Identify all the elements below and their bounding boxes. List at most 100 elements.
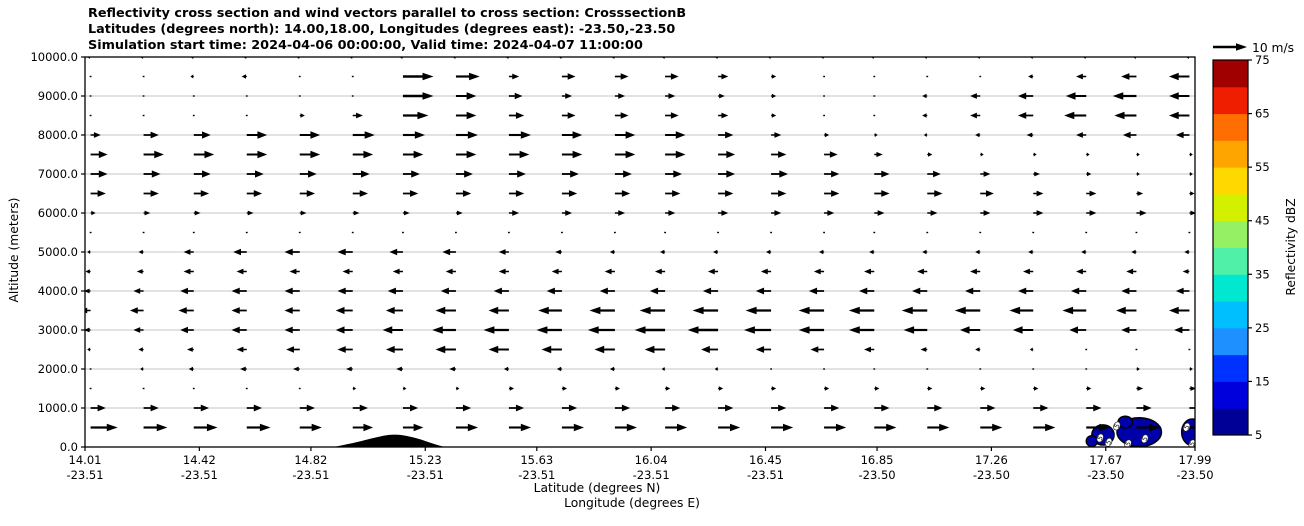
wind-arrow-head	[445, 268, 453, 275]
gridlines	[85, 95, 1195, 409]
wind-arrow-head	[1136, 171, 1140, 177]
wind-arrow-head	[85, 307, 88, 314]
wind-dot	[142, 231, 145, 234]
wind-arrow-head	[202, 170, 211, 178]
y-tick-label: 2000.0	[38, 362, 78, 376]
wind-arrow-head	[615, 386, 620, 391]
wind-arrow-head	[403, 210, 410, 216]
wind-arrow-head	[1131, 249, 1136, 255]
wind-dot	[770, 368, 772, 370]
wind-arrow-head	[975, 249, 980, 255]
wind-dot	[245, 114, 248, 117]
wind-arrow-head	[673, 170, 683, 178]
wind-arrow-head	[875, 386, 880, 391]
wind-arrow-head	[538, 306, 549, 315]
wind-arrow-head	[247, 210, 254, 216]
wind-arrow-head	[363, 423, 374, 432]
wind-arrow-head	[140, 366, 144, 372]
x-tick-label-lat: 14.42	[183, 453, 216, 467]
wind-arrow-head	[435, 306, 446, 315]
wind-arrow-head	[467, 423, 479, 432]
plot-title: Reflectivity cross section and wind vect…	[88, 6, 687, 21]
wind-arrow-head	[831, 170, 840, 178]
wind-dot	[298, 75, 301, 78]
wind-arrow-head	[983, 210, 991, 216]
wind-arrow-head	[311, 423, 322, 432]
wind-arrow-head	[572, 150, 583, 159]
wind-arrow-head	[1017, 287, 1027, 295]
wind-dot	[192, 231, 195, 234]
x-tick-label-lon: -23.51	[747, 468, 784, 482]
wind-arrow-head	[466, 92, 477, 100]
wind-arrow-head	[620, 112, 629, 119]
svg-text:5: 5	[1124, 440, 1133, 447]
colorbar-segment	[1213, 301, 1248, 329]
wind-arrow-head	[1034, 171, 1041, 177]
wind-arrow-head	[1036, 210, 1044, 216]
wind-dot	[89, 114, 92, 117]
wind-arrow-head	[337, 248, 346, 256]
wind-arrow-head	[186, 347, 193, 352]
wind-arrow-head	[403, 386, 407, 391]
wind-dot	[1032, 231, 1035, 234]
wind-arrow-head	[1137, 191, 1144, 196]
wind-arrow-head	[178, 307, 187, 314]
wind-arrow-head	[469, 72, 480, 81]
wind-arrow-head	[335, 326, 345, 334]
wind-arrow-head	[202, 131, 211, 139]
wind-arrow-head	[1045, 423, 1056, 432]
wind-arrow-head	[1076, 268, 1083, 275]
wind-arrow-head	[721, 112, 729, 119]
wind-arrow-head	[512, 73, 520, 80]
wind-arrow-head	[625, 131, 636, 139]
colorbar-tick-label: 35	[1255, 267, 1270, 281]
y-tick-label: 10000.0	[30, 50, 78, 64]
wind-arrow-head	[808, 287, 818, 295]
wind-dot	[245, 387, 248, 390]
wind-arrow-head	[356, 112, 363, 119]
wind-dot	[979, 231, 982, 234]
wind-arrow-head	[289, 268, 297, 275]
wind-arrow-head	[718, 386, 724, 391]
wind-arrow-head	[881, 190, 890, 197]
contour-label: 5	[1104, 437, 1113, 447]
x-tick-label-lat: 15.63	[520, 453, 553, 467]
y-tick-label: 1000.0	[38, 401, 78, 415]
wind-arrow-head	[257, 150, 268, 159]
wind-arrow-head	[886, 423, 897, 432]
wind-arrow-head	[609, 249, 615, 255]
colorbar-segment	[1213, 220, 1248, 248]
wind-dot	[351, 95, 354, 97]
wind-arrow-head	[570, 170, 579, 178]
wind-arrow-head	[233, 248, 241, 256]
wind-arrow-head	[1070, 287, 1080, 295]
wind-arrow-head	[975, 347, 980, 352]
contour-label: 5	[1140, 434, 1149, 444]
wind-arrow-head	[359, 404, 369, 412]
wind-arrow-head	[1017, 92, 1027, 100]
wind-arrow-head	[1136, 366, 1140, 372]
title-block: Reflectivity cross section and wind vect…	[88, 6, 686, 54]
wind-arrow-head	[1064, 111, 1075, 120]
wind-arrow-head	[1040, 404, 1049, 412]
wind-arrow-head	[827, 210, 835, 216]
wind-arrow-head	[515, 190, 525, 197]
colorbar-segment	[1213, 274, 1248, 302]
wind-arrow-head	[517, 170, 526, 178]
wind-arrow-head	[442, 248, 451, 256]
wind-arrow-head	[677, 423, 688, 432]
y-axis-label: Altitude (meters)	[7, 197, 21, 303]
y-tick-label: 5000.0	[38, 245, 78, 259]
wind-arrow-head	[922, 249, 927, 255]
wind-arrow-head	[725, 404, 734, 412]
colorbar-tick-label: 65	[1255, 107, 1270, 121]
x-tick-label-lon: -23.51	[292, 468, 329, 482]
wind-dot	[1085, 348, 1088, 351]
colorbar-segment	[1213, 113, 1248, 141]
wind-dot	[770, 231, 772, 234]
wind-arrow-head	[1189, 152, 1193, 157]
wind-arrow-head	[138, 347, 143, 352]
wind-arrow-head	[714, 366, 718, 372]
wind-arrow-head	[231, 307, 240, 314]
